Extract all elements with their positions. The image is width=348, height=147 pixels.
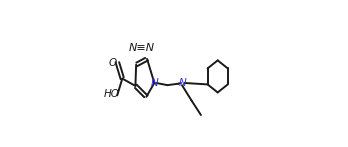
Text: N: N <box>179 78 187 88</box>
Text: N: N <box>150 78 158 88</box>
Text: N≡N: N≡N <box>128 43 155 53</box>
Text: HO: HO <box>104 89 120 99</box>
Text: O: O <box>109 58 117 68</box>
